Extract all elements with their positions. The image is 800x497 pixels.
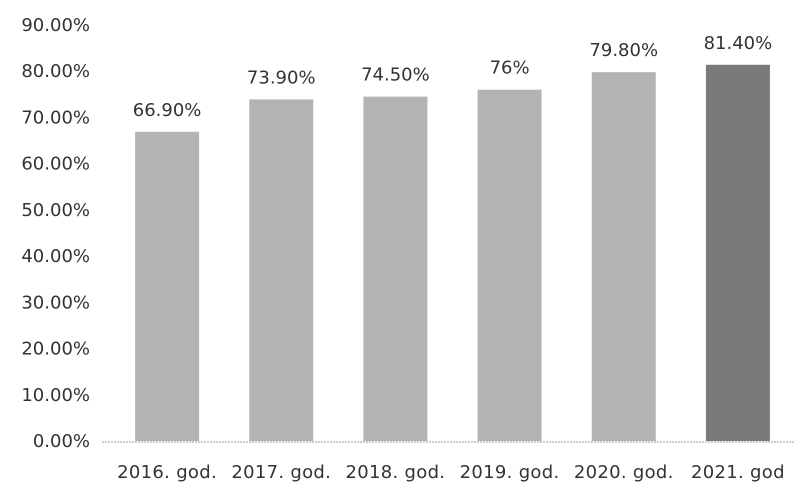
- y-tick-label: 60.00%: [21, 154, 90, 175]
- data-labels: 66.90% 73.90% 74.50% 76% 79.80% 81.40%: [133, 33, 772, 121]
- y-tick-label: 50.00%: [21, 200, 90, 221]
- x-tick-label: 2016. god.: [117, 462, 217, 483]
- bar: [135, 131, 200, 442]
- bar: [477, 89, 542, 441]
- x-tick-label: 2019. god.: [460, 462, 560, 483]
- y-tick-label: 0.00%: [33, 431, 90, 452]
- y-tick-label: 20.00%: [21, 339, 90, 360]
- x-tick-label: 2020. god.: [574, 462, 674, 483]
- y-tick-label: 80.00%: [21, 61, 90, 82]
- bar: [591, 72, 656, 441]
- bar: [249, 99, 314, 441]
- data-label: 66.90%: [133, 100, 202, 121]
- bar: [705, 64, 770, 442]
- y-tick-label: 30.00%: [21, 292, 90, 313]
- data-label: 81.40%: [704, 33, 773, 54]
- x-tick-label: 2017. god.: [231, 462, 331, 483]
- data-label: 73.90%: [247, 67, 316, 88]
- bar: [363, 96, 428, 442]
- data-label: 76%: [490, 58, 530, 79]
- y-tick-label: 70.00%: [21, 107, 90, 128]
- x-tick-label: 2021. god: [691, 462, 785, 483]
- y-tick-label: 40.00%: [21, 246, 90, 267]
- y-tick-label: 10.00%: [21, 385, 90, 406]
- data-label: 74.50%: [361, 65, 430, 86]
- y-tick-label: 90.00%: [21, 15, 90, 36]
- data-label: 79.80%: [589, 40, 658, 61]
- x-tick-label: 2018. god.: [345, 462, 445, 483]
- bar-series: [135, 64, 770, 442]
- y-axis-ticks: 0.00% 10.00% 20.00% 30.00% 40.00% 50.00% 60.00…: [21, 15, 90, 452]
- x-axis-ticks: 2016. god. 2017. god. 2018. god. 2019. god.…: [117, 462, 785, 483]
